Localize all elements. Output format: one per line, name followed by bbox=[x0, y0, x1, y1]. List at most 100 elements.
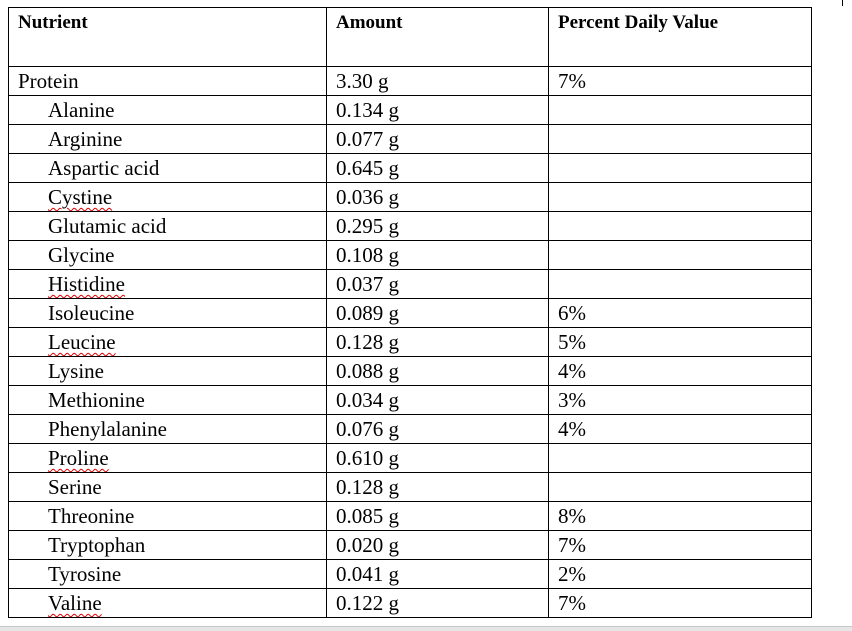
amount-cell: 0.128 g bbox=[326, 472, 549, 502]
nutrient-name: Protein bbox=[18, 69, 79, 93]
table-row: Aspartic acid 0.645 g bbox=[8, 153, 812, 183]
corner-mark bbox=[842, 0, 843, 6]
amount-cell: 0.076 g bbox=[326, 414, 549, 444]
nutrient-cell: Serine bbox=[8, 472, 327, 502]
daily-value-cell bbox=[548, 269, 812, 299]
table-body: Protein 3.30 g 7% Alanine 0.134 g Arginine 0.0… bbox=[8, 66, 812, 618]
amount-cell: 0.085 g bbox=[326, 501, 549, 531]
table-row: Tryptophan 0.020 g 7% bbox=[8, 530, 812, 560]
table-row: Proline 0.610 g bbox=[8, 443, 812, 473]
daily-value-cell: 6% bbox=[548, 298, 812, 328]
amount-cell: 0.036 g bbox=[326, 182, 549, 212]
header-cell: Percent Daily Value bbox=[548, 7, 812, 67]
amount-cell: 0.037 g bbox=[326, 269, 549, 299]
nutrient-cell: Proline bbox=[8, 443, 327, 473]
nutrient-name: Threonine bbox=[48, 504, 135, 528]
amount-cell: 0.134 g bbox=[326, 95, 549, 125]
amount-cell: 0.089 g bbox=[326, 298, 549, 328]
nutrient-cell: Tyrosine bbox=[8, 559, 327, 589]
table-row: Lysine 0.088 g 4% bbox=[8, 356, 812, 386]
table-row: Protein 3.30 g 7% bbox=[8, 66, 812, 96]
nutrient-name: Methionine bbox=[48, 388, 145, 412]
nutrient-name: Histidine bbox=[48, 272, 125, 296]
table-row: Tyrosine 0.041 g 2% bbox=[8, 559, 812, 589]
amount-cell: 0.108 g bbox=[326, 240, 549, 270]
nutrient-name: Valine bbox=[48, 591, 102, 615]
nutrient-cell: Cystine bbox=[8, 182, 327, 212]
nutrient-name: Leucine bbox=[48, 330, 116, 354]
nutrient-cell: Phenylalanine bbox=[8, 414, 327, 444]
table-row: Leucine 0.128 g 5% bbox=[8, 327, 812, 357]
table-row: Alanine 0.134 g bbox=[8, 95, 812, 125]
amount-cell: 0.645 g bbox=[326, 153, 549, 183]
nutrient-name: Glutamic acid bbox=[48, 214, 167, 238]
nutrient-cell: Alanine bbox=[8, 95, 327, 125]
nutrient-cell: Leucine bbox=[8, 327, 327, 357]
nutrient-name: Phenylalanine bbox=[48, 417, 167, 441]
amount-cell: 0.034 g bbox=[326, 385, 549, 415]
nutrient-cell: Protein bbox=[8, 66, 327, 96]
daily-value-cell bbox=[548, 153, 812, 183]
daily-value-cell bbox=[548, 211, 812, 241]
daily-value-cell bbox=[548, 124, 812, 154]
header-row: Nutrient Amount Percent Daily Value bbox=[8, 7, 812, 67]
amount-cell: 0.088 g bbox=[326, 356, 549, 386]
table-row: Glutamic acid 0.295 g bbox=[8, 211, 812, 241]
nutrient-cell: Threonine bbox=[8, 501, 327, 531]
daily-value-cell bbox=[548, 95, 812, 125]
amount-cell: 0.020 g bbox=[326, 530, 549, 560]
nutrient-cell: Lysine bbox=[8, 356, 327, 386]
amount-cell: 0.128 g bbox=[326, 327, 549, 357]
nutrient-cell: Isoleucine bbox=[8, 298, 327, 328]
daily-value-cell: 7% bbox=[548, 530, 812, 560]
nutrient-cell: Arginine bbox=[8, 124, 327, 154]
nutrient-name: Proline bbox=[48, 446, 109, 470]
nutrient-name: Arginine bbox=[48, 127, 123, 151]
daily-value-cell: 7% bbox=[548, 588, 812, 618]
nutrient-name: Serine bbox=[48, 475, 102, 499]
header-cell: Nutrient bbox=[8, 7, 327, 67]
nutrient-cell: Glycine bbox=[8, 240, 327, 270]
daily-value-cell bbox=[548, 472, 812, 502]
table-row: Methionine 0.034 g 3% bbox=[8, 385, 812, 415]
table-row: Histidine 0.037 g bbox=[8, 269, 812, 299]
amount-cell: 0.077 g bbox=[326, 124, 549, 154]
nutrient-cell: Tryptophan bbox=[8, 530, 327, 560]
status-bar bbox=[0, 626, 852, 631]
nutrient-name: Tryptophan bbox=[48, 533, 146, 557]
daily-value-cell: 7% bbox=[548, 66, 812, 96]
daily-value-cell bbox=[548, 182, 812, 212]
daily-value-cell: 3% bbox=[548, 385, 812, 415]
daily-value-cell: 5% bbox=[548, 327, 812, 357]
nutrient-name: Aspartic acid bbox=[48, 156, 160, 180]
nutrient-name: Glycine bbox=[48, 243, 115, 267]
daily-value-cell: 8% bbox=[548, 501, 812, 531]
daily-value-cell: 4% bbox=[548, 414, 812, 444]
daily-value-cell bbox=[548, 443, 812, 473]
daily-value-cell: 2% bbox=[548, 559, 812, 589]
nutrient-cell: Aspartic acid bbox=[8, 153, 327, 183]
amount-cell: 0.610 g bbox=[326, 443, 549, 473]
nutrient-cell: Histidine bbox=[8, 269, 327, 299]
table-row: Serine 0.128 g bbox=[8, 472, 812, 502]
table-row: Isoleucine 0.089 g 6% bbox=[8, 298, 812, 328]
nutrient-name: Cystine bbox=[48, 185, 113, 209]
daily-value-cell bbox=[548, 240, 812, 270]
table-row: Phenylalanine 0.076 g 4% bbox=[8, 414, 812, 444]
nutrient-name: Tyrosine bbox=[48, 562, 122, 586]
table-row: Cystine 0.036 g bbox=[8, 182, 812, 212]
amount-cell: 0.295 g bbox=[326, 211, 549, 241]
nutrient-cell: Valine bbox=[8, 588, 327, 618]
nutrient-cell: Glutamic acid bbox=[8, 211, 327, 241]
amount-cell: 3.30 g bbox=[326, 66, 549, 96]
nutrient-name: Isoleucine bbox=[48, 301, 135, 325]
nutrient-name: Lysine bbox=[48, 359, 104, 383]
table-row: Threonine 0.085 g 8% bbox=[8, 501, 812, 531]
header-cell: Amount bbox=[326, 7, 549, 67]
table-row: Valine 0.122 g 7% bbox=[8, 588, 812, 618]
nutrient-table: Nutrient Amount Percent Daily Value Prot… bbox=[8, 7, 812, 618]
amount-cell: 0.041 g bbox=[326, 559, 549, 589]
table-row: Glycine 0.108 g bbox=[8, 240, 812, 270]
nutrient-name: Alanine bbox=[48, 98, 115, 122]
